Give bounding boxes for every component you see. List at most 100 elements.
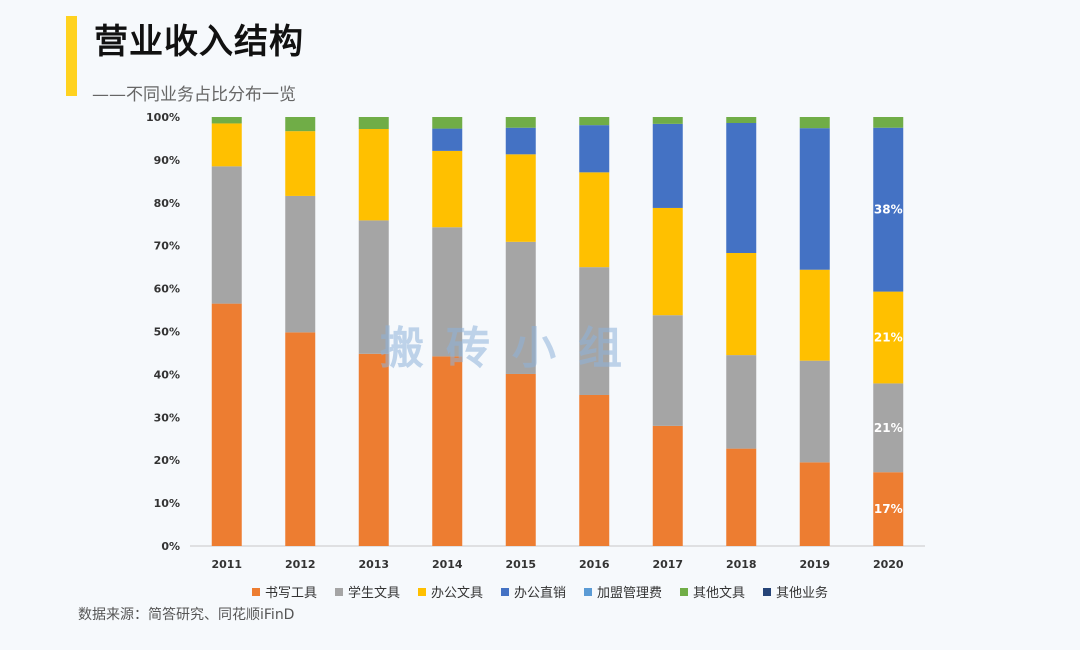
bar-segment-2014-办公直销 [432,128,463,151]
bar-segment-2011-办公文具 [211,123,242,167]
bar-segment-2019-其他文具 [799,117,830,129]
bar-segment-2013-办公文具 [358,129,389,221]
bar-segment-2014-学生文具 [432,227,463,357]
legend-swatch [500,587,509,596]
bar-segment-2017-办公文具 [652,207,683,316]
bar-segment-2015-办公文具 [505,154,536,242]
y-tick-label: 40% [154,368,180,381]
bar-segment-2012-书写工具 [285,332,316,546]
bar-segment-2015-书写工具 [505,373,536,546]
bar-segment-2019-学生文具 [799,360,830,463]
legend-swatch [680,587,689,596]
x-tick-label: 2018 [726,558,757,571]
bar-segment-2016-办公文具 [579,172,610,268]
legend-item: 办公文具 [417,582,483,601]
legend-item: 其他文具 [680,582,745,601]
bar-segment-2011-书写工具 [211,303,242,546]
legend-label: 办公直销 [513,586,566,601]
y-tick-label: 20% [154,454,180,467]
bar-segment-2012-办公文具 [285,131,316,196]
y-tick-label: 80% [154,197,180,210]
bar-segment-2018-办公直销 [726,123,757,253]
x-tick-label: 2015 [505,558,536,571]
bar-segment-2018-书写工具 [726,448,757,546]
bar-segment-2018-学生文具 [726,355,757,449]
bar-segment-2016-其他文具 [579,117,610,126]
source-note: 数据来源：简答研究、同花顺iFinD [78,607,295,623]
x-tick-label: 2014 [432,558,463,571]
data-label: 21% [874,331,903,345]
y-tick-label: 50% [154,326,180,339]
bar-segment-2012-其他文具 [285,117,316,132]
bar-segment-2013-学生文具 [358,220,389,354]
bar-segment-2015-学生文具 [505,241,536,374]
legend-swatch [417,587,426,596]
bar-segment-2020-其他文具 [873,117,904,128]
bar-segment-2015-办公直销 [505,127,536,155]
bar-segment-2017-办公直销 [652,123,683,208]
legend-label: 其他业务 [776,586,829,601]
x-tick-label: 2013 [358,558,389,571]
x-tick-label: 2020 [873,558,904,571]
legend-item: 其他业务 [763,582,828,601]
x-tick-label: 2012 [285,558,316,571]
legend-item: 书写工具 [251,582,317,601]
bar-segment-2011-学生文具 [211,166,242,304]
legend-swatch [584,587,592,596]
bar-segment-2017-学生文具 [652,315,683,426]
legend-label: 书写工具 [264,586,317,601]
bar-segment-2016-办公直销 [579,125,610,173]
page-title: 营业收入结构 [94,22,304,62]
title-accent-bar [66,16,77,96]
bar-segment-2011-其他文具 [211,117,242,124]
x-tick-label: 2017 [652,558,683,571]
legend-item: 学生文具 [334,582,400,601]
bar-segment-2017-书写工具 [652,425,683,546]
bar-segment-2020-办公文具 [873,291,904,384]
x-tick-label: 2011 [211,558,242,571]
data-label: 38% [874,203,903,217]
data-label: 17% [874,502,903,516]
legend-label: 学生文具 [347,586,400,601]
legend-item: 办公直销 [500,582,566,601]
page-subtitle: ——不同业务占比分布一览 [92,85,296,105]
y-tick-label: 10% [154,497,180,510]
bar-segment-2016-学生文具 [579,267,610,395]
y-tick-label: 30% [154,411,180,424]
x-tick-label: 2019 [799,558,830,571]
bar-segment-2020-办公直销 [873,127,904,292]
bar-segment-2012-学生文具 [285,195,316,333]
watermark: 搬砖小组 [380,323,644,374]
bar-segment-2014-办公文具 [432,150,463,228]
bar-segment-2014-其他文具 [432,117,463,129]
legend-label: 加盟管理费 [597,586,663,601]
stacked-bar-chart: 0% 10% 20% 30% 40% 50% 60% 70% 80% 90% 100% 2011 201… [146,111,925,571]
legend-label: 办公文具 [430,586,483,601]
bar-segment-2015-其他文具 [505,117,536,128]
bar-segment-2019-办公直销 [799,128,830,270]
bar-segment-2020-学生文具 [873,383,904,473]
legend-swatch [251,587,260,596]
legend-label: 其他文具 [693,586,746,601]
bar-segment-2013-书写工具 [358,353,389,546]
bar-segment-2013-其他文具 [358,117,389,130]
bar-segment-2017-其他文具 [652,117,683,124]
y-tick-label: 90% [154,154,180,167]
legend-swatch [334,587,343,596]
y-tick-label: 0% [161,540,180,553]
data-label: 21% [874,421,903,435]
x-tick-label: 2016 [579,558,610,571]
legend-swatch [763,587,772,596]
chart-legend: 书写工具 学生文具 办公文具 办公直销 加盟管理费 其他文具 其他业务 [0,582,1080,601]
y-tick-label: 100% [146,111,180,124]
legend-item: 加盟管理费 [584,582,662,601]
bar-segment-2014-书写工具 [432,356,463,546]
bar-segment-2018-其他文具 [726,117,757,124]
bar-segment-2020-书写工具 [873,472,904,546]
bar-segment-2019-办公文具 [799,269,830,361]
y-tick-label: 60% [154,283,180,296]
bar-segment-2016-书写工具 [579,394,610,546]
y-tick-label: 70% [154,240,180,253]
bar-segment-2019-书写工具 [799,462,830,546]
bar-segment-2018-办公文具 [726,252,757,356]
